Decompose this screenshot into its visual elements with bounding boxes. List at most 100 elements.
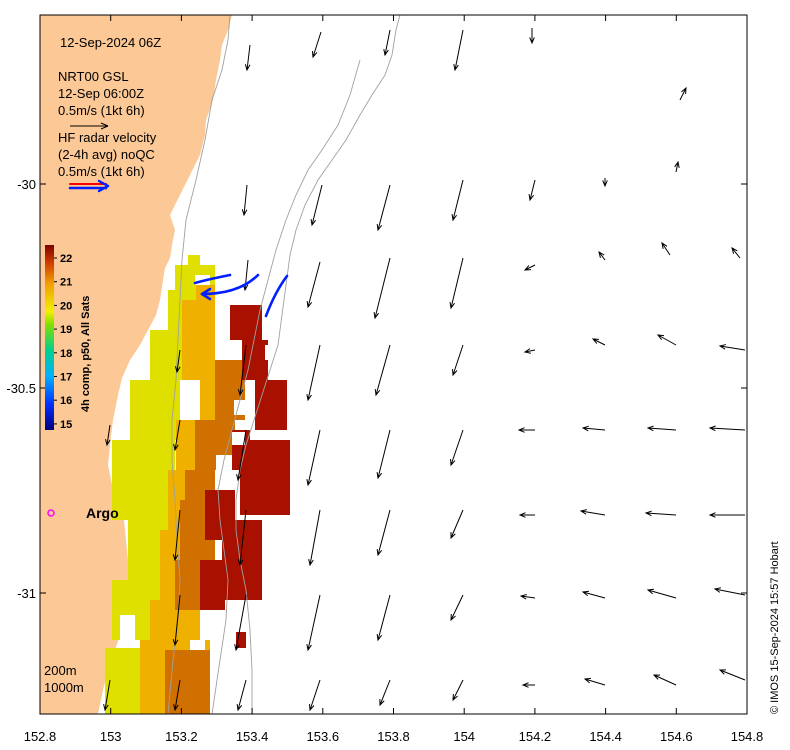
model-arrow bbox=[310, 184, 323, 227]
radar-scale: 0.5m/s (1kt 6h) bbox=[58, 164, 145, 179]
x-tick-label: 154.2 bbox=[519, 729, 552, 744]
model-arrow bbox=[237, 509, 247, 567]
sst-cell bbox=[165, 650, 210, 714]
colorbar: 22 21 20 19 18 17 16 15 4h comp, p50, All Sats bbox=[45, 245, 92, 431]
x-tick-label: 154 bbox=[453, 729, 475, 744]
model-arrow bbox=[172, 509, 181, 562]
sst-cell bbox=[112, 440, 175, 520]
land-mass bbox=[40, 15, 232, 714]
model-arrow bbox=[453, 29, 464, 72]
colorbar-tick-label: 22 bbox=[60, 253, 72, 265]
sst-cell bbox=[242, 340, 268, 380]
radar-line1: HF radar velocity bbox=[58, 130, 157, 145]
model-arrow bbox=[591, 338, 606, 346]
model-arrow bbox=[308, 509, 321, 567]
x-tick-label: 152.8 bbox=[24, 729, 57, 744]
model-arrow bbox=[236, 679, 247, 712]
model-arrow bbox=[105, 424, 111, 447]
y-tick-label: -30 bbox=[17, 177, 36, 192]
sst-gap bbox=[216, 455, 232, 470]
y-axis: -30 -30.5 -31 bbox=[6, 177, 747, 601]
model-scale-arrow bbox=[70, 122, 109, 130]
model-arrow bbox=[376, 594, 391, 642]
colorbar-tick-label: 19 bbox=[60, 324, 72, 336]
model-arrow bbox=[581, 425, 606, 432]
x-tick-label: 153.4 bbox=[236, 729, 269, 744]
model-arrow bbox=[376, 184, 391, 232]
model-arrow bbox=[234, 594, 247, 652]
sst-cell bbox=[230, 305, 262, 340]
model-arrow bbox=[656, 334, 677, 346]
contour-label-1000m: 1000m bbox=[44, 680, 84, 695]
model-arrow bbox=[523, 264, 536, 271]
colorbar-gradient bbox=[45, 245, 54, 430]
model-arrow bbox=[452, 679, 464, 702]
model-arrow bbox=[306, 429, 321, 487]
model-arrow bbox=[579, 509, 606, 516]
isobath-1000m bbox=[235, 15, 401, 714]
model-arrow bbox=[241, 184, 248, 217]
sst-cell bbox=[236, 632, 246, 648]
model-arrow bbox=[718, 669, 746, 681]
contour-label-200m: 200m bbox=[44, 663, 77, 678]
model-arrow bbox=[452, 344, 464, 377]
model-arrow bbox=[517, 427, 535, 433]
model-name: NRT00 GSL bbox=[58, 69, 129, 84]
colorbar-label: 4h comp, p50, All Sats bbox=[80, 296, 92, 412]
plot-area: Argo bbox=[40, 15, 747, 714]
model-arrow bbox=[644, 510, 677, 517]
sst-gap bbox=[234, 400, 248, 415]
x-tick-label: 154.6 bbox=[660, 729, 693, 744]
model-scale: 0.5m/s (1kt 6h) bbox=[58, 103, 145, 118]
argo-marker bbox=[47, 509, 55, 517]
model-arrow bbox=[451, 179, 464, 222]
x-tick-label: 154.4 bbox=[589, 729, 622, 744]
model-arrow bbox=[309, 679, 321, 712]
model-arrow bbox=[598, 250, 606, 261]
sst-cell bbox=[255, 380, 287, 430]
legend: 12-Sep-2024 06Z NRT00 GSL 12-Sep 06:00Z … bbox=[58, 35, 161, 193]
model-arrow bbox=[383, 29, 391, 57]
x-axis: 152.8 153 153.2 153.4 153.6 153.8 154 154.2 154.… bbox=[24, 15, 763, 744]
credit-text: © IMOS 15-Sep-2024 15:57 Hobart bbox=[769, 541, 781, 714]
model-arrow bbox=[529, 28, 535, 45]
sst-gap bbox=[265, 345, 280, 360]
model-arrow bbox=[450, 509, 464, 540]
model-arrow bbox=[174, 349, 181, 374]
model-arrow bbox=[379, 679, 391, 707]
isobath-1000m-inner bbox=[211, 59, 361, 714]
model-arrow bbox=[679, 86, 687, 101]
model-arrow bbox=[376, 429, 391, 480]
model-arrow bbox=[236, 429, 247, 482]
sst-cell bbox=[130, 380, 180, 440]
colorbar-tick-label: 21 bbox=[60, 277, 72, 289]
model-arrow bbox=[306, 594, 321, 652]
y-tick-label: -31 bbox=[17, 586, 36, 601]
radar-scale-arrow bbox=[68, 179, 110, 193]
model-arrow bbox=[674, 160, 680, 173]
model-arrow bbox=[519, 593, 536, 600]
map-title: 12-Sep-2024 06Z bbox=[60, 35, 161, 50]
model-arrow bbox=[521, 682, 535, 688]
model-arrow bbox=[652, 674, 677, 686]
model-arrow bbox=[708, 512, 745, 518]
colorbar-tick-label: 15 bbox=[60, 419, 72, 431]
model-arrow bbox=[646, 425, 677, 432]
model-arrow bbox=[708, 425, 746, 432]
sst-gap bbox=[190, 640, 205, 650]
sst-field bbox=[105, 255, 290, 714]
model-arrow bbox=[244, 44, 251, 72]
model-arrow bbox=[376, 509, 391, 557]
hf-radar-arrows bbox=[193, 273, 289, 318]
argo-label: Argo bbox=[86, 505, 119, 521]
sst-cell bbox=[222, 520, 262, 600]
model-arrow bbox=[602, 178, 608, 188]
model-arrow bbox=[173, 419, 181, 452]
x-tick-label: 153.6 bbox=[307, 729, 340, 744]
model-arrow bbox=[646, 588, 677, 599]
model-arrow bbox=[311, 31, 322, 59]
colorbar-tick-label: 20 bbox=[60, 300, 72, 312]
model-arrow bbox=[374, 344, 391, 397]
x-tick-label: 153.8 bbox=[377, 729, 410, 744]
